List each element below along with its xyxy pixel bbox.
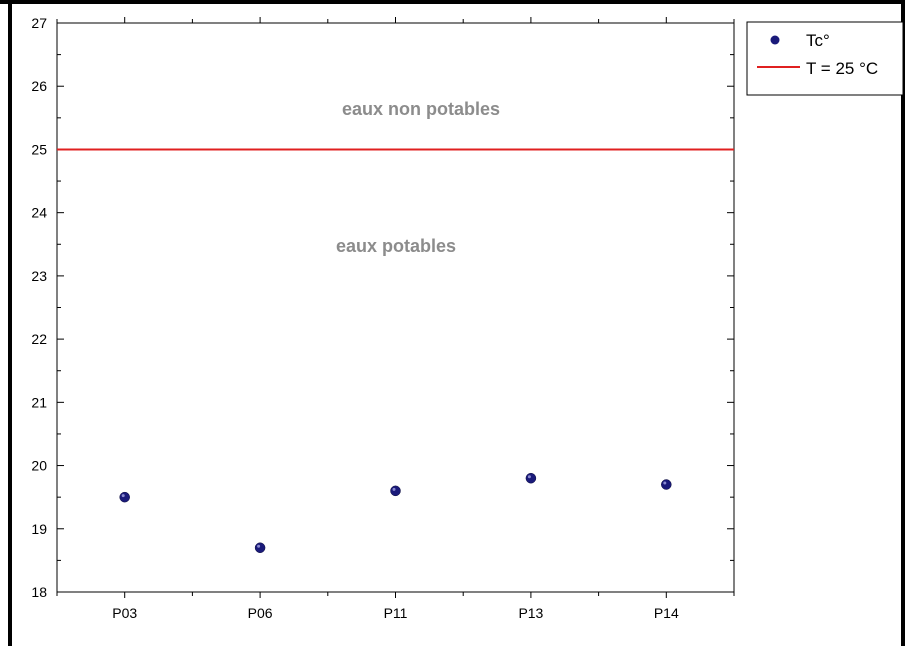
data-point: [254, 542, 266, 553]
x-tick-label: P11: [384, 605, 408, 621]
x-tick-label: P06: [248, 605, 273, 621]
y-tick-label: 25: [31, 141, 47, 157]
y-tick-label: 20: [31, 458, 47, 474]
data-point: [525, 472, 537, 484]
x-tick-label: P03: [112, 605, 137, 621]
data-point: [390, 485, 401, 497]
data-point-highlight: [257, 544, 261, 548]
y-tick-label: 26: [31, 78, 47, 94]
y-tick-label: 24: [31, 205, 47, 221]
y-tick-label: 22: [31, 331, 47, 347]
legend: Tc° T = 25 °C: [746, 21, 904, 96]
legend-box: [746, 21, 904, 96]
annotation-non-potable: eaux non potables: [342, 99, 500, 119]
y-tick-label: 19: [31, 521, 47, 537]
y-tick-label: 21: [31, 394, 47, 410]
data-point-highlight: [663, 481, 667, 485]
annotation-potable: eaux potables: [336, 236, 456, 256]
legend-label-reference: T = 25 °C: [806, 59, 878, 78]
y-tick-label: 18: [31, 584, 47, 600]
y-tick-label: 23: [31, 268, 47, 284]
data-point-highlight: [121, 494, 125, 498]
data-point-highlight: [392, 487, 396, 491]
y-tick-label: 27: [31, 15, 47, 31]
legend-marker-tc: [770, 35, 780, 45]
plot-area: [56, 22, 735, 593]
legend-label-tc: Tc°: [806, 31, 830, 50]
data-point: [119, 491, 130, 503]
data-point-highlight: [527, 475, 531, 479]
x-tick-label: P13: [518, 605, 543, 621]
data-point: [661, 479, 672, 490]
x-tick-label: P14: [654, 605, 679, 621]
